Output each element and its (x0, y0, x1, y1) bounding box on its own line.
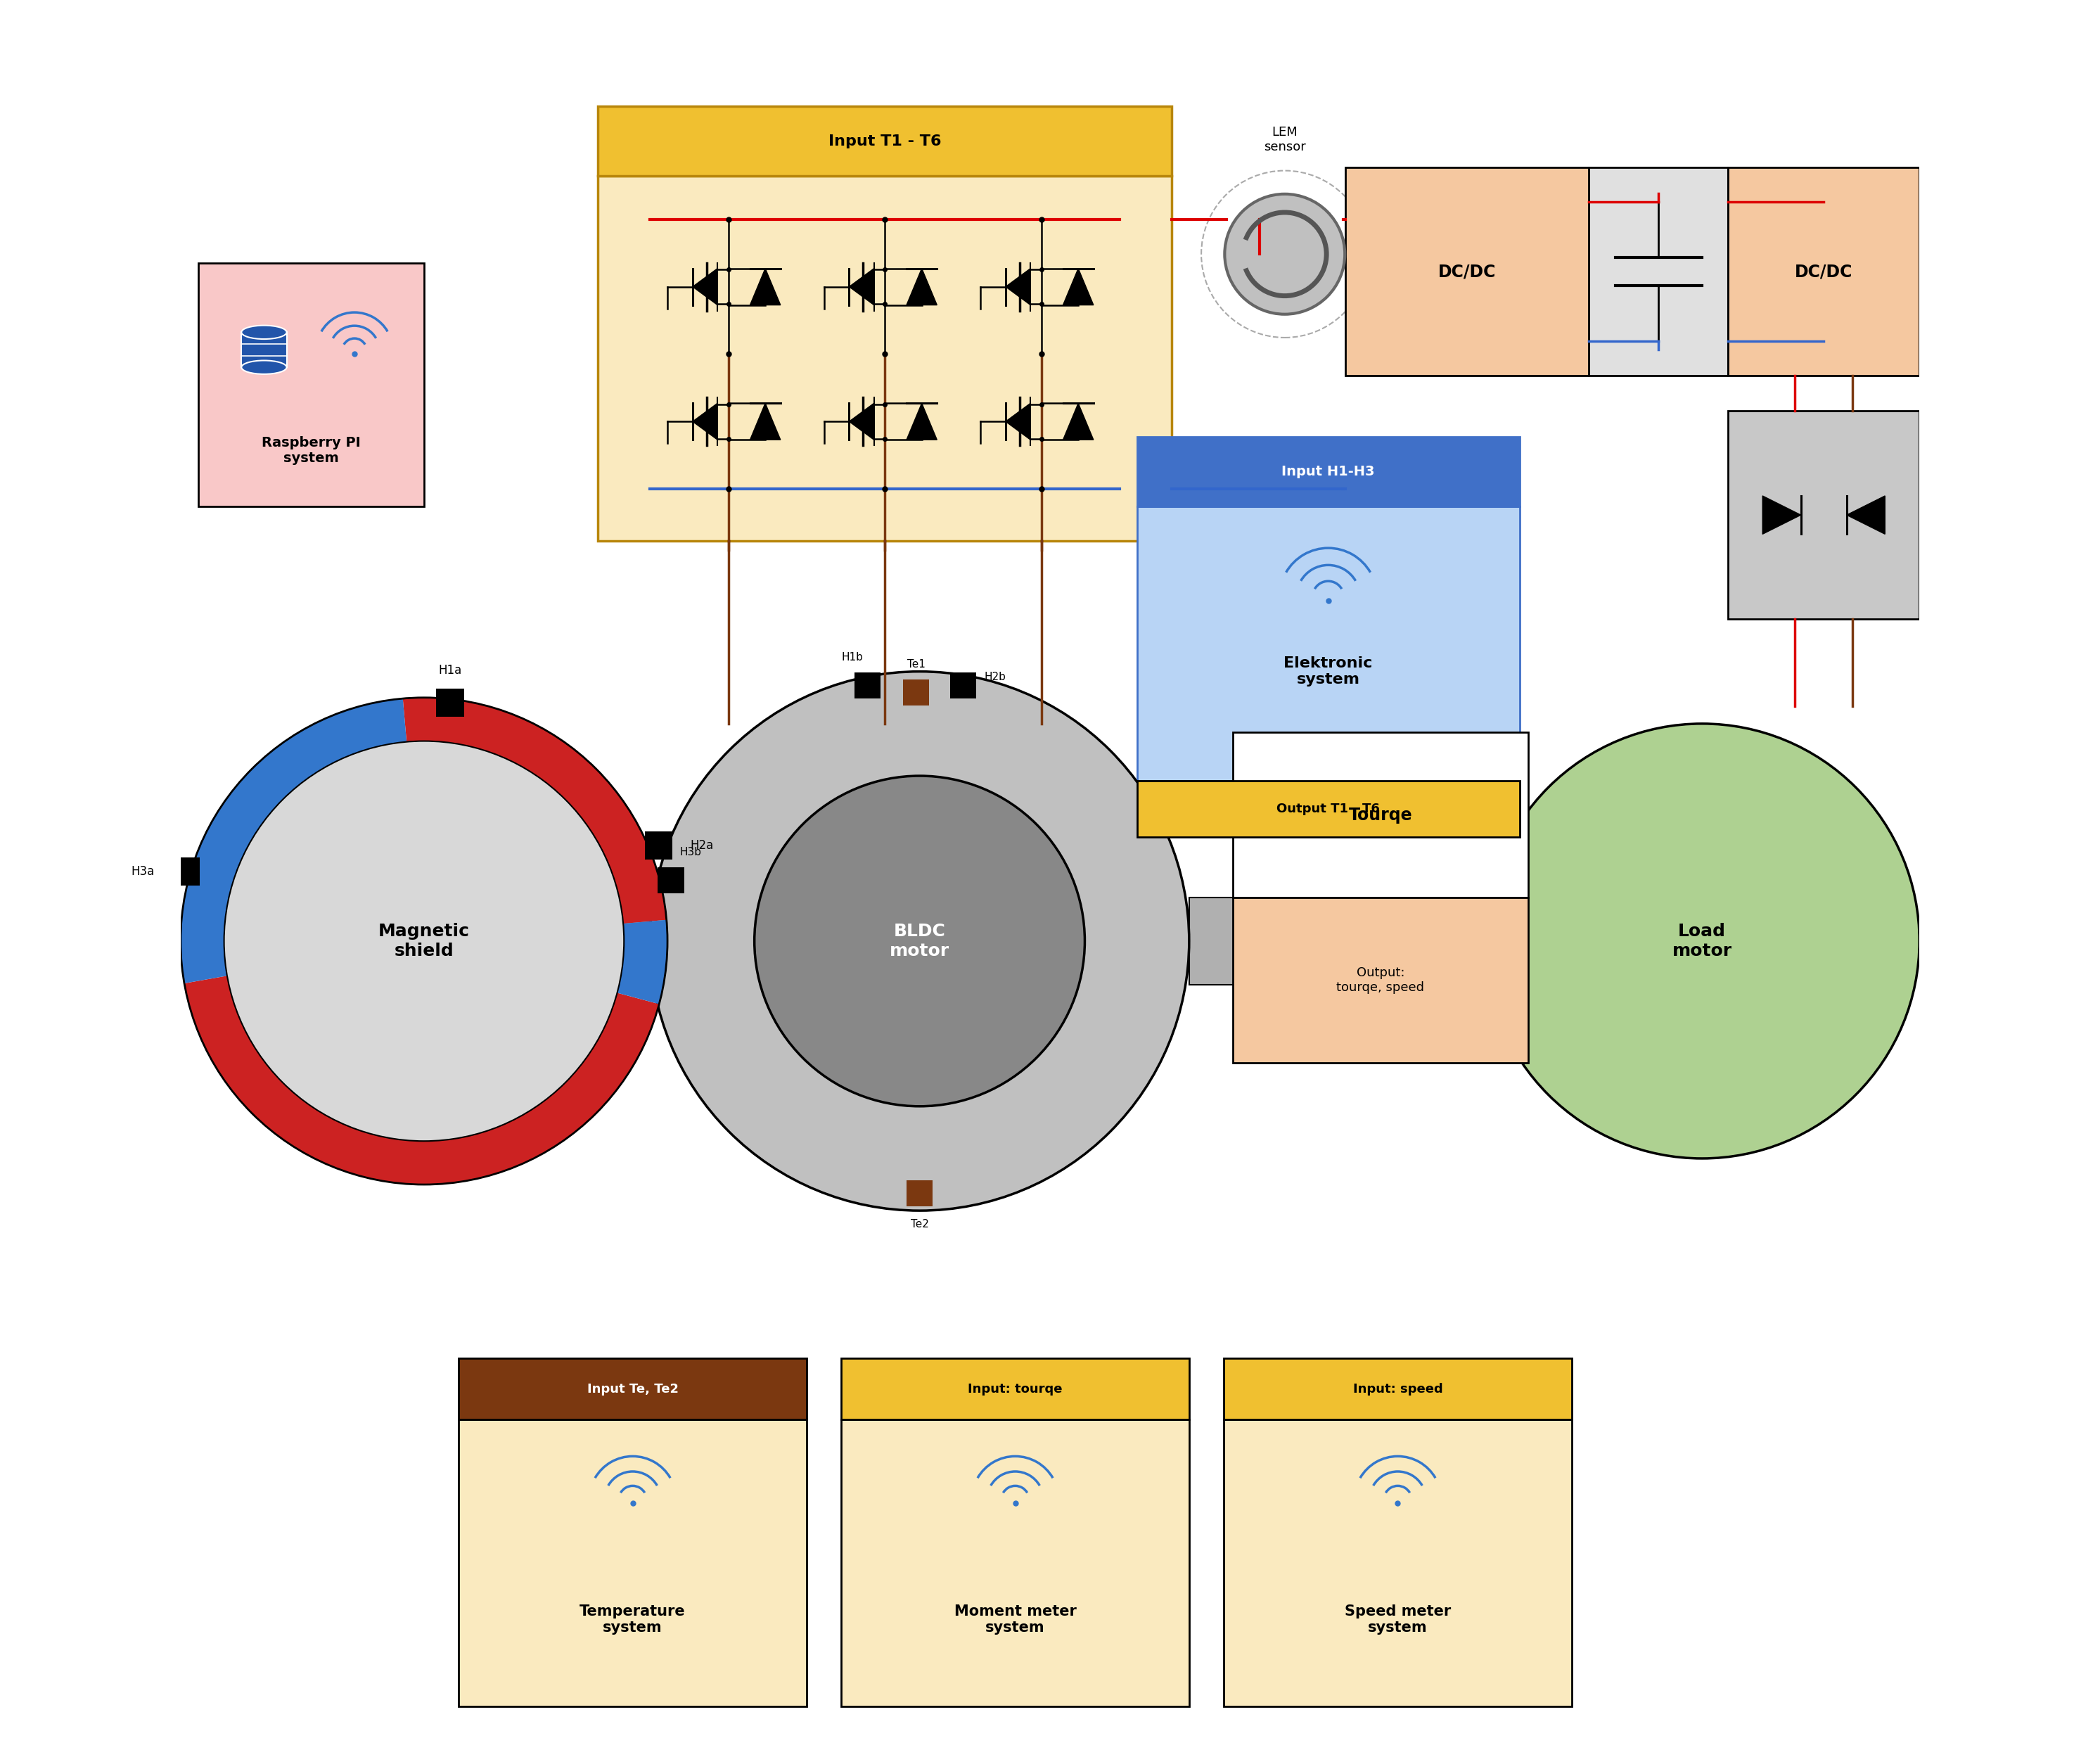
Text: Te2: Te2 (911, 1220, 928, 1231)
FancyBboxPatch shape (645, 831, 672, 859)
Polygon shape (1762, 495, 1802, 533)
FancyBboxPatch shape (903, 680, 928, 706)
FancyBboxPatch shape (1136, 781, 1520, 837)
FancyBboxPatch shape (598, 176, 1172, 540)
Circle shape (1224, 193, 1344, 314)
Text: Load
motor: Load motor (1672, 922, 1732, 959)
Text: H2a: H2a (691, 838, 714, 852)
Circle shape (651, 671, 1189, 1211)
FancyBboxPatch shape (1233, 898, 1529, 1063)
Wedge shape (185, 976, 659, 1185)
Text: Elektronic
system: Elektronic system (1283, 657, 1373, 687)
Polygon shape (693, 268, 718, 305)
Text: Te1: Te1 (907, 659, 926, 669)
FancyBboxPatch shape (458, 1419, 806, 1706)
Text: Raspberry PI
system: Raspberry PI system (262, 436, 361, 465)
Polygon shape (1063, 268, 1094, 305)
Text: Moment meter
system: Moment meter system (953, 1604, 1077, 1635)
Text: H2b: H2b (985, 671, 1006, 682)
Text: Speed meter
system: Speed meter system (1344, 1604, 1451, 1635)
FancyBboxPatch shape (538, 898, 651, 985)
Polygon shape (907, 403, 937, 439)
Text: Input T1 - T6: Input T1 - T6 (827, 134, 941, 148)
Text: Input: speed: Input: speed (1352, 1382, 1443, 1394)
Text: Magnetic
shield: Magnetic shield (378, 922, 470, 959)
Text: BLDC
motor: BLDC motor (890, 922, 949, 959)
FancyBboxPatch shape (1233, 732, 1529, 898)
Polygon shape (848, 268, 874, 305)
Text: Output:
tourqe, speed: Output: tourqe, speed (1336, 967, 1424, 994)
Text: Tourqe: Tourqe (1348, 807, 1411, 823)
Polygon shape (1063, 403, 1094, 439)
Polygon shape (848, 403, 874, 439)
Text: DC/DC: DC/DC (1795, 263, 1852, 281)
FancyBboxPatch shape (197, 263, 424, 505)
FancyBboxPatch shape (855, 673, 880, 699)
Polygon shape (1846, 495, 1886, 533)
Text: H1a: H1a (439, 664, 462, 676)
FancyBboxPatch shape (437, 688, 464, 716)
FancyBboxPatch shape (657, 868, 685, 892)
FancyBboxPatch shape (907, 1180, 932, 1206)
FancyBboxPatch shape (1224, 1358, 1571, 1419)
Ellipse shape (242, 326, 288, 340)
Text: Input: tourqe: Input: tourqe (968, 1382, 1063, 1394)
FancyBboxPatch shape (1590, 167, 1728, 376)
Polygon shape (1006, 268, 1031, 305)
Circle shape (1201, 171, 1369, 338)
Text: Temperature
system: Temperature system (580, 1604, 685, 1635)
Text: Input H1-H3: Input H1-H3 (1281, 465, 1376, 478)
Text: H3b: H3b (680, 847, 701, 858)
FancyBboxPatch shape (842, 1419, 1189, 1706)
Polygon shape (750, 403, 781, 439)
Text: H1b: H1b (842, 652, 863, 662)
Text: Output T1 - T6: Output T1 - T6 (1277, 802, 1380, 816)
Text: Input Te, Te2: Input Te, Te2 (588, 1382, 678, 1394)
FancyBboxPatch shape (1346, 167, 1590, 376)
FancyBboxPatch shape (949, 673, 976, 699)
Polygon shape (1006, 403, 1031, 439)
Polygon shape (907, 268, 937, 305)
FancyBboxPatch shape (1136, 505, 1520, 781)
Text: H3a: H3a (130, 865, 155, 878)
Circle shape (1485, 723, 1919, 1159)
Ellipse shape (242, 361, 288, 375)
FancyBboxPatch shape (172, 858, 200, 885)
Wedge shape (403, 697, 666, 924)
Text: LEM
sensor: LEM sensor (1264, 125, 1306, 153)
FancyBboxPatch shape (842, 1358, 1189, 1419)
Polygon shape (242, 333, 288, 368)
Polygon shape (693, 403, 718, 439)
FancyBboxPatch shape (1136, 437, 1520, 505)
FancyBboxPatch shape (1224, 1419, 1571, 1706)
FancyBboxPatch shape (598, 106, 1172, 176)
FancyBboxPatch shape (1728, 411, 1919, 619)
Circle shape (754, 776, 1086, 1107)
Polygon shape (750, 268, 781, 305)
FancyBboxPatch shape (1189, 898, 1711, 985)
Wedge shape (617, 920, 668, 1004)
Circle shape (225, 741, 624, 1142)
Wedge shape (181, 699, 407, 983)
FancyBboxPatch shape (1728, 167, 1919, 376)
FancyBboxPatch shape (458, 1358, 806, 1419)
Text: DC/DC: DC/DC (1438, 263, 1497, 281)
